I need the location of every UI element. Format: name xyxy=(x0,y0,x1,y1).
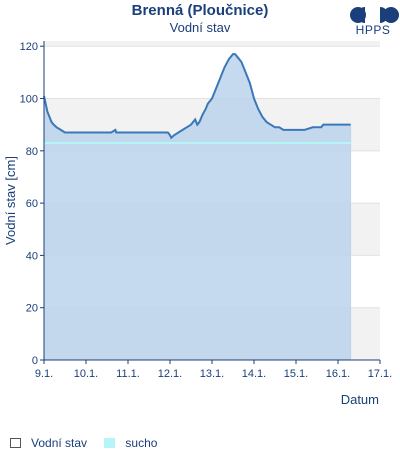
chart-area: 0 20 40 60 80 100 120 9.1. 10.1. 11.1. 12.1. 13.1. 1… xyxy=(3,41,392,407)
x-tick-label: 13.1. xyxy=(200,368,224,380)
logo-text: HPPS xyxy=(355,23,391,37)
legend-swatch-sucho xyxy=(104,438,116,448)
grid-band xyxy=(44,46,380,99)
x-tick-label: 11.1. xyxy=(116,368,140,380)
y-axis-label: Vodní stav [cm] xyxy=(3,156,18,245)
hpps-logo: HPPS xyxy=(346,6,400,42)
y-tick-label: 100 xyxy=(20,94,38,106)
x-tick-label: 16.1. xyxy=(326,368,350,380)
legend-swatch-vodni-stav xyxy=(10,438,21,448)
x-tick-label: 17.1. xyxy=(368,368,392,380)
legend-label-vodni-stav: Vodní stav xyxy=(31,436,88,450)
x-axis-label: Datum xyxy=(341,392,379,407)
x-tick-label: 9.1. xyxy=(35,368,53,380)
y-tick-label: 0 xyxy=(32,355,38,367)
x-tick-label: 14.1. xyxy=(242,368,266,380)
logo-mark xyxy=(350,7,399,23)
legend-label-sucho: sucho xyxy=(125,436,158,450)
legend-item-vodni-stav: Vodní stav xyxy=(10,436,87,450)
y-tick-label: 40 xyxy=(26,250,38,262)
y-tick-label: 60 xyxy=(26,198,38,210)
y-tick-label: 20 xyxy=(26,303,38,315)
legend-item-sucho: sucho xyxy=(104,436,157,450)
legend: Vodní stav sucho xyxy=(10,436,171,451)
chart-subtitle: Vodní stav xyxy=(169,20,231,35)
grid-band xyxy=(44,41,380,47)
x-tick-label: 10.1. xyxy=(74,368,98,380)
water-level-line xyxy=(43,53,351,140)
chart-title: Brenná (Ploučnice) xyxy=(131,2,269,19)
x-tick-label: 15.1. xyxy=(284,368,308,380)
y-tick-label: 120 xyxy=(20,41,38,53)
y-tick-label: 80 xyxy=(26,146,38,158)
x-tick-label: 12.1. xyxy=(158,368,182,380)
